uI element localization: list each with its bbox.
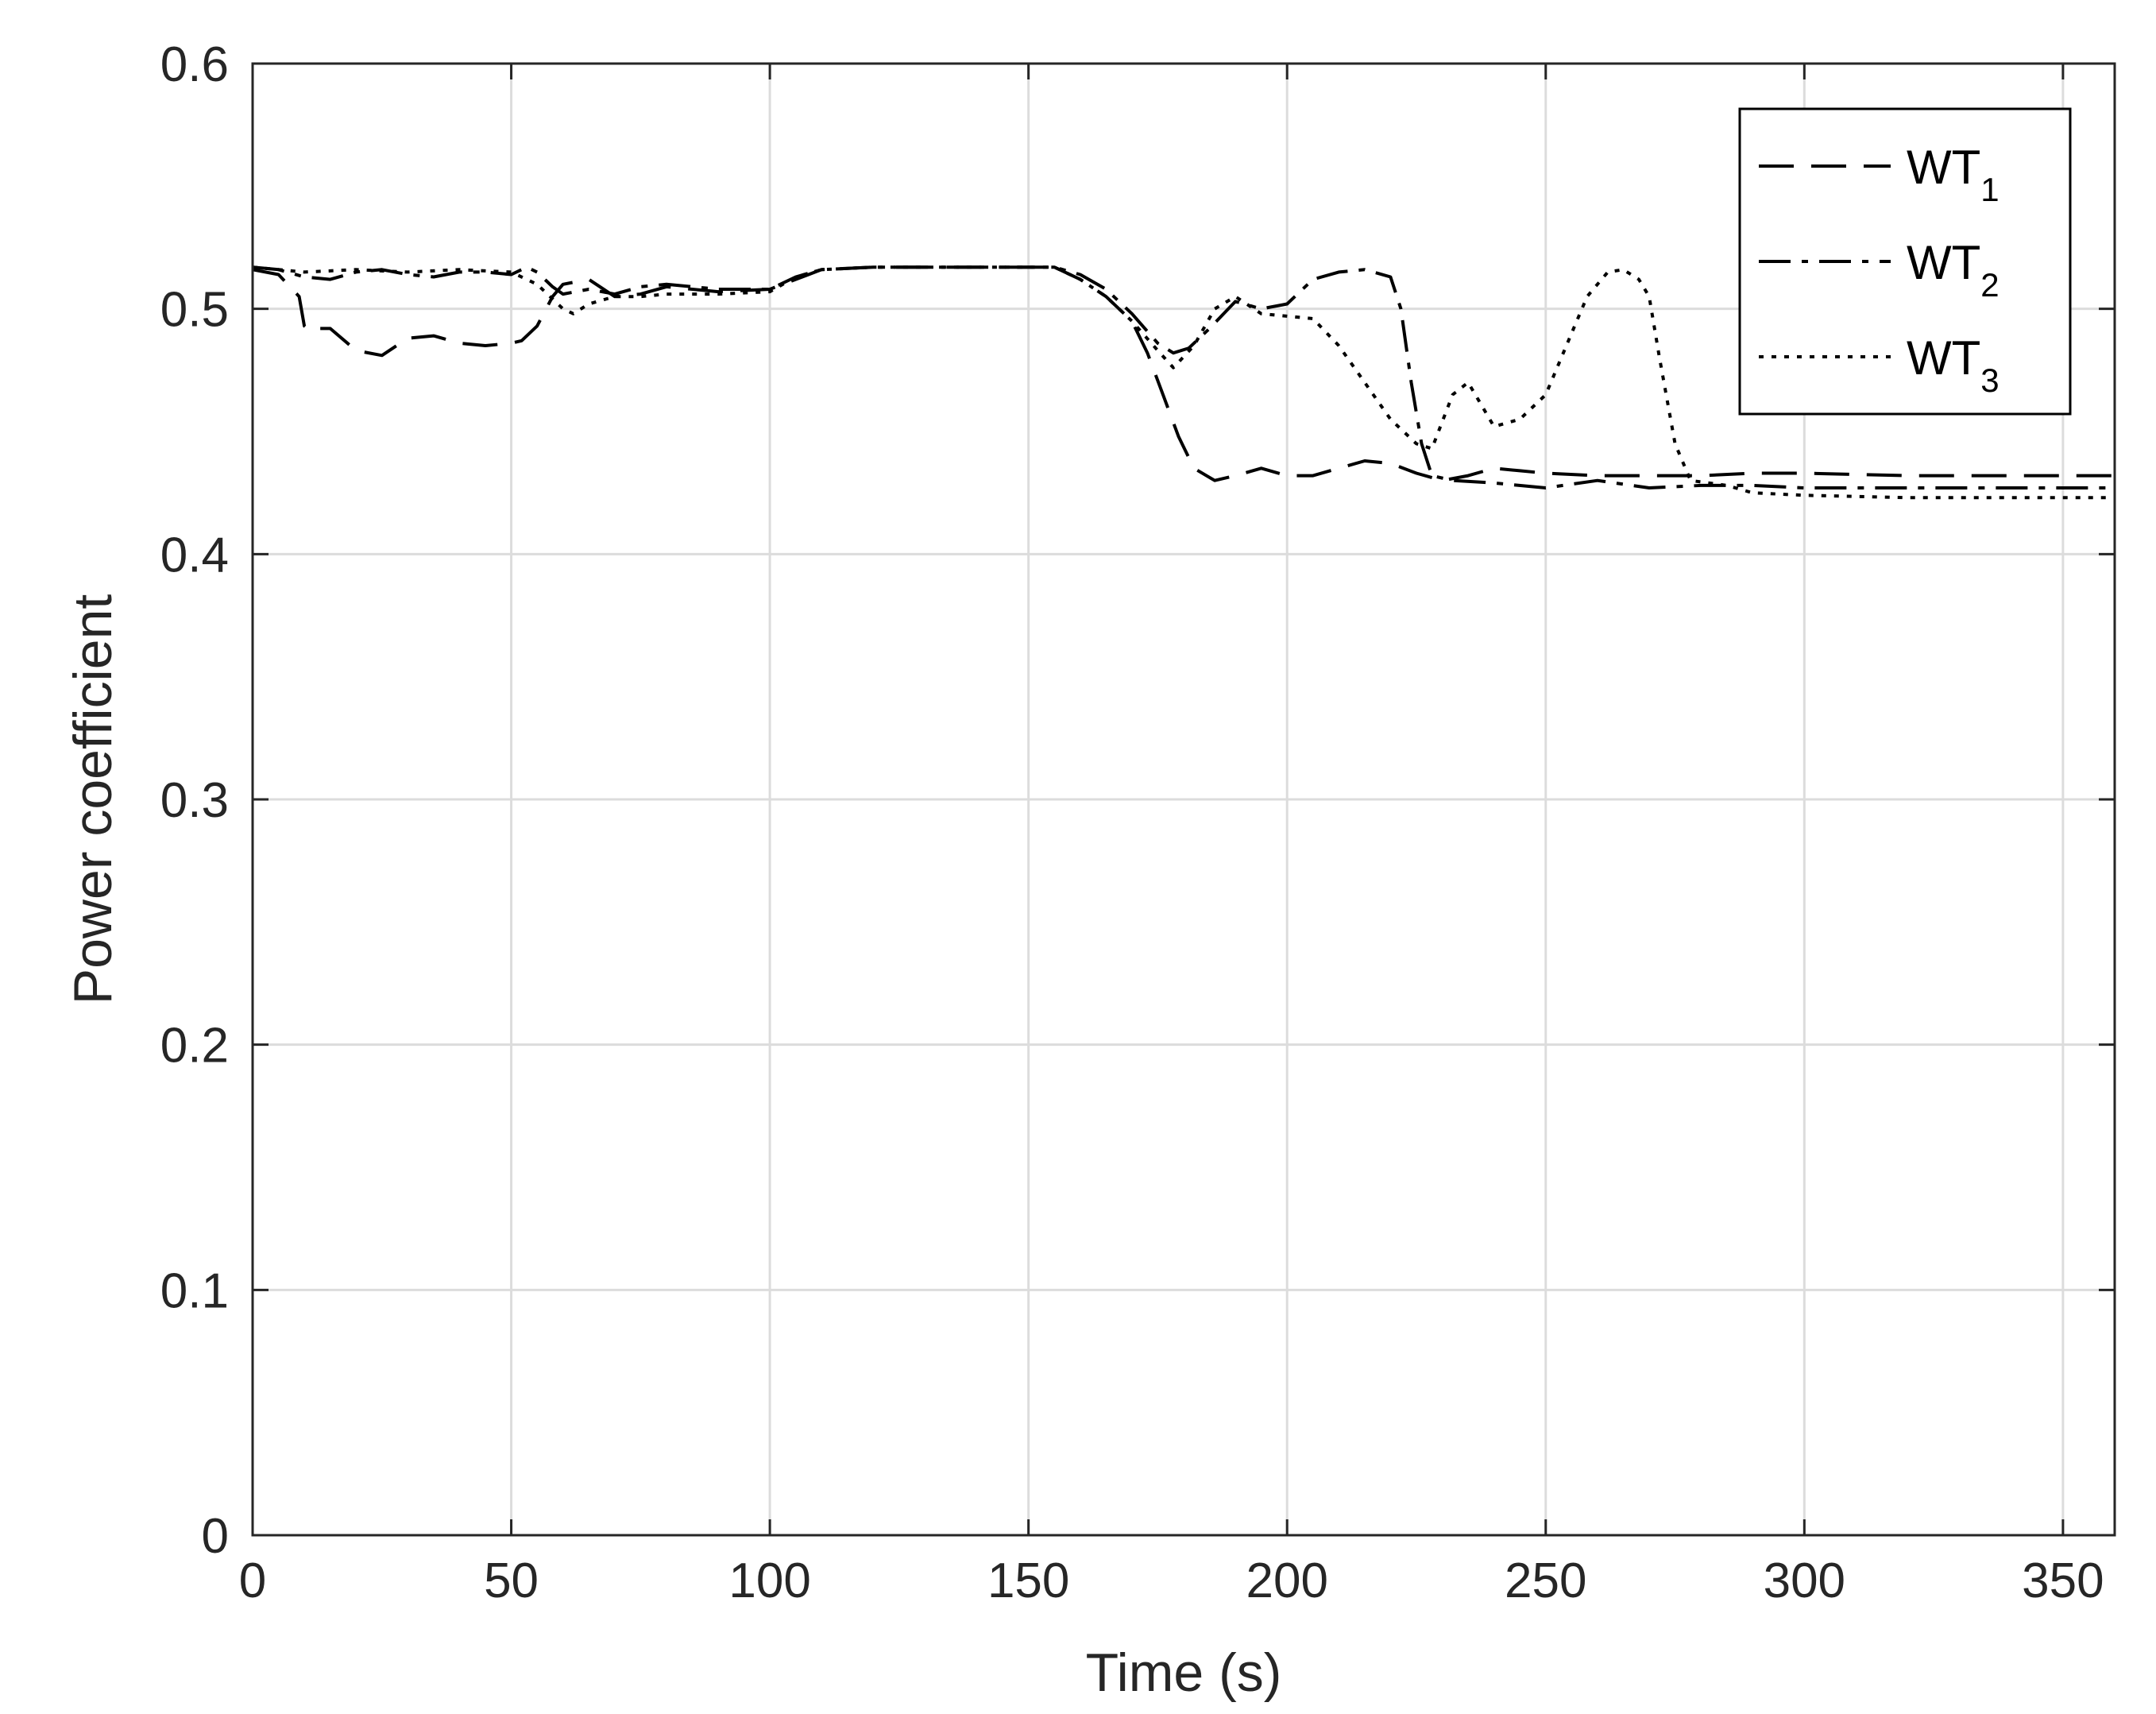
y-tick-label: 0.5 xyxy=(160,283,229,338)
x-tick-label: 200 xyxy=(1246,1553,1327,1608)
x-axis-title: Time (s) xyxy=(1086,1642,1282,1703)
legend: WT1 WT2 WT3 xyxy=(1738,107,2072,416)
legend-label-wt2: WT2 xyxy=(1907,236,2000,304)
axis-ticks: 0 50 100 150 200 250 300 350 0 0.1 0.2 0.3 0.4 0.5 0.6 xyxy=(160,37,2115,1608)
x-tick-label: 350 xyxy=(2022,1553,2104,1608)
legend-label-wt1: WT1 xyxy=(1907,141,2000,208)
y-tick-label: 0 xyxy=(202,1509,229,1564)
legend-box xyxy=(1738,107,2072,416)
x-tick-label: 300 xyxy=(1764,1553,1845,1608)
series-lines xyxy=(252,265,2115,500)
y-tick-label: 0.2 xyxy=(160,1019,229,1074)
series-line-wt3 xyxy=(252,265,2115,500)
x-tick-label: 0 xyxy=(239,1553,266,1608)
y-axis-title: Power coefficient xyxy=(63,594,123,1005)
x-tick-label: 150 xyxy=(987,1553,1069,1608)
y-tick-label: 0.1 xyxy=(160,1263,229,1318)
legend-label-wt3: WT3 xyxy=(1907,331,2000,399)
x-tick-label: 50 xyxy=(484,1553,539,1608)
x-tick-label: 250 xyxy=(1505,1553,1586,1608)
x-tick-label: 100 xyxy=(728,1553,810,1608)
y-tick-label: 0.6 xyxy=(160,37,229,92)
y-tick-label: 0.3 xyxy=(160,773,229,828)
y-tick-label: 0.4 xyxy=(160,528,229,582)
